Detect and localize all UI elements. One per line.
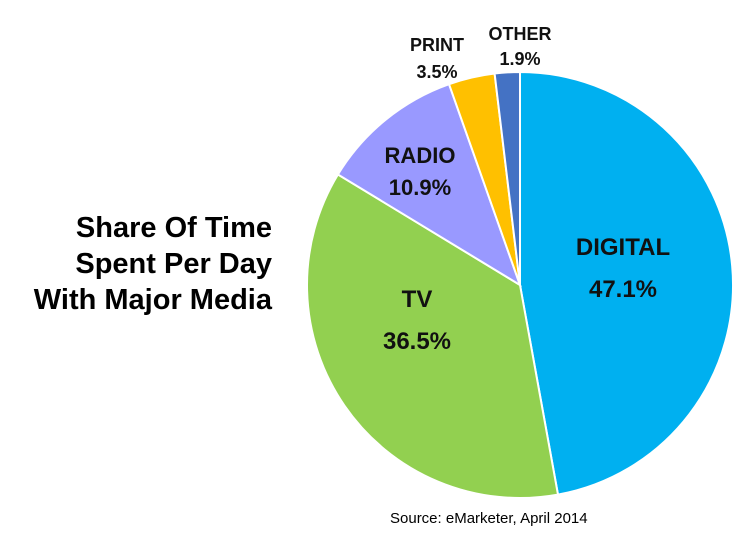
pie-slice-tv (306, 173, 560, 499)
pie-slice-digital (519, 70, 734, 496)
slice-label-radio: RADIO (385, 143, 456, 168)
slice-label-digital: DIGITAL (576, 234, 670, 261)
slice-value-radio: 10.9% (389, 175, 451, 200)
source-note: Source: eMarketer, April 2014 (390, 510, 588, 527)
slice-value-tv: 36.5% (383, 328, 451, 355)
pie-labels: DIGITAL 47.1% TV 36.5% RADIO 10.9% PRINT 3.5% OT… (383, 24, 670, 355)
chart-title-line-2: Spent Per Day (75, 248, 272, 280)
slice-value-print: 3.5% (416, 62, 457, 82)
pie-slice-radio (336, 82, 522, 288)
chart-title: Share Of Time Spent Per Day With Major M… (0, 210, 272, 318)
slice-label-tv: TV (402, 286, 433, 313)
pie-slices (306, 70, 734, 499)
slice-value-other: 1.9% (499, 49, 540, 69)
pie-slice-other (493, 70, 521, 286)
chart-title-line-1: Share Of Time (75, 212, 272, 244)
chart-title-line-3: With Major Media (33, 284, 272, 316)
slice-value-digital: 47.1% (589, 276, 657, 303)
slice-label-print: PRINT (410, 35, 464, 55)
slice-label-other: OTHER (489, 24, 552, 44)
